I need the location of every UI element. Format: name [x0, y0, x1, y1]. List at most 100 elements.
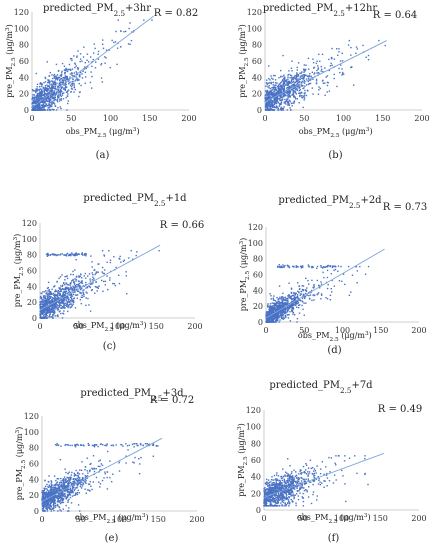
- data-point: [36, 98, 38, 101]
- data-point: [274, 86, 276, 89]
- data-point: [84, 466, 87, 468]
- data-point: [89, 490, 91, 492]
- data-point: [77, 50, 79, 52]
- data-point: [119, 255, 121, 258]
- data-point: [282, 300, 284, 303]
- data-point: [273, 94, 276, 96]
- data-point: [41, 317, 44, 319]
- data-point: [293, 84, 296, 86]
- data-point: [50, 84, 52, 86]
- data-point: [50, 498, 52, 500]
- data-point: [310, 79, 312, 81]
- data-point: [51, 93, 53, 96]
- data-point: [270, 82, 272, 85]
- data-point: [270, 317, 273, 319]
- data-point: [63, 87, 65, 89]
- y-axis-label: pre_PM2.5 (μg/m3): [5, 24, 17, 98]
- data-point: [69, 306, 71, 309]
- data-point: [73, 480, 75, 483]
- data-point: [50, 480, 52, 482]
- data-point: [60, 285, 62, 287]
- data-point: [77, 474, 79, 477]
- data-point: [59, 91, 61, 93]
- data-point: [292, 300, 295, 302]
- data-point: [292, 308, 295, 310]
- data-point: [53, 295, 56, 298]
- data-point: [48, 300, 50, 302]
- data-point: [41, 307, 44, 309]
- data-point: [47, 493, 49, 495]
- data-point: [87, 472, 89, 474]
- data-point: [279, 316, 281, 318]
- data-point: [268, 103, 270, 106]
- data-point: [66, 491, 69, 493]
- data-point: [53, 101, 55, 103]
- data-point: [295, 75, 298, 78]
- data-point: [64, 288, 67, 291]
- data-point: [59, 79, 61, 81]
- data-point: [57, 315, 59, 318]
- data-point: [296, 86, 299, 88]
- data-point: [92, 444, 95, 447]
- data-point: [280, 88, 282, 90]
- data-point: [281, 296, 283, 298]
- data-point: [44, 102, 46, 104]
- data-point: [50, 301, 53, 303]
- data-point: [36, 90, 38, 92]
- data-point: [87, 66, 89, 68]
- data-point: [93, 443, 96, 446]
- data-point: [59, 301, 62, 304]
- data-point: [43, 87, 45, 89]
- data-point: [31, 109, 33, 111]
- data-point: [60, 497, 62, 499]
- data-point: [270, 295, 272, 297]
- data-point: [60, 89, 62, 92]
- data-point: [54, 84, 56, 86]
- data-point: [62, 300, 64, 302]
- data-point: [151, 444, 154, 446]
- data-point: [266, 311, 268, 313]
- data-point: [292, 77, 295, 79]
- data-point: [305, 277, 307, 279]
- data-point: [49, 314, 51, 316]
- data-point: [35, 109, 38, 111]
- data-point: [63, 84, 65, 86]
- data-point: [51, 83, 53, 85]
- data-point: [48, 316, 50, 318]
- data-point: [43, 98, 46, 100]
- data-point: [275, 309, 278, 312]
- data-point: [39, 295, 42, 298]
- data-point: [55, 488, 57, 491]
- data-point: [48, 291, 51, 294]
- data-point: [279, 99, 281, 102]
- data-point: [52, 85, 54, 88]
- data-point: [56, 100, 59, 103]
- data-point: [271, 104, 274, 106]
- data-point: [309, 294, 312, 296]
- data-point: [51, 508, 54, 510]
- data-point: [298, 292, 300, 294]
- data-point: [73, 494, 75, 497]
- data-point: [287, 96, 289, 98]
- data-point: [309, 291, 311, 293]
- data-point: [72, 253, 74, 256]
- data-point: [66, 76, 68, 78]
- data-point: [39, 313, 42, 316]
- data-point: [342, 273, 345, 275]
- data-point: [91, 65, 93, 68]
- data-point: [328, 456, 330, 459]
- data-point: [57, 497, 59, 500]
- data-point: [287, 309, 290, 311]
- data-point: [52, 307, 54, 309]
- data-point: [272, 309, 274, 311]
- data-point: [265, 314, 267, 316]
- data-point: [275, 93, 277, 95]
- data-point: [269, 100, 271, 102]
- data-point: [276, 307, 279, 309]
- data-point: [38, 103, 40, 105]
- data-point: [85, 287, 87, 289]
- data-point: [58, 288, 61, 290]
- data-point: [279, 266, 281, 269]
- data-point: [50, 89, 53, 92]
- data-point: [49, 293, 51, 296]
